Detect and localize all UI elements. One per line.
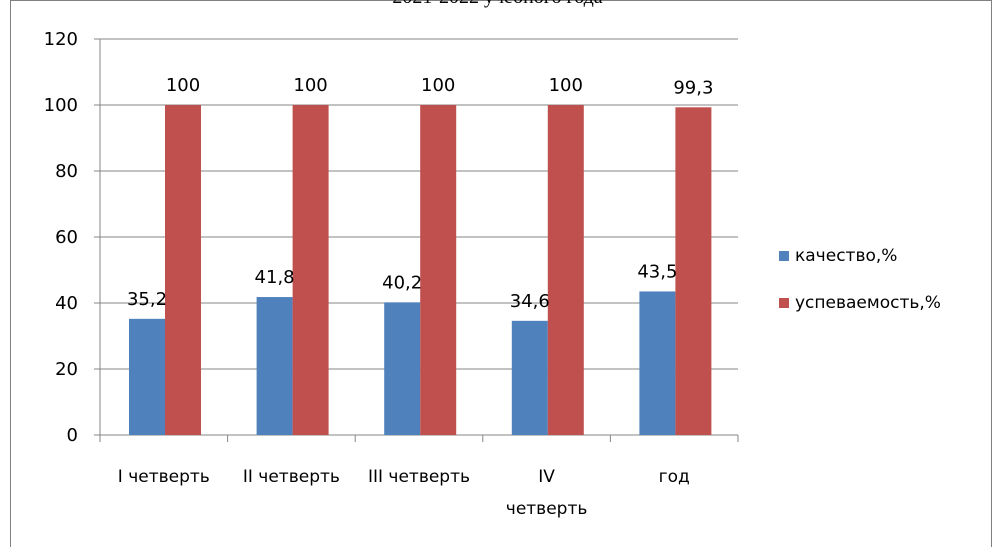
data-label: 41,8 bbox=[255, 267, 295, 288]
y-tick-label: 20 bbox=[55, 359, 78, 380]
chart-frame bbox=[10, 0, 992, 547]
legend-label: успеваемость,% bbox=[795, 293, 941, 313]
x-axis: I четверть II четверть III четверть IV четве… bbox=[99, 434, 739, 519]
x-tick-label: II четверть bbox=[243, 467, 340, 487]
bar-progress bbox=[292, 105, 329, 435]
legend-swatch bbox=[779, 251, 789, 261]
bar-quality bbox=[129, 318, 165, 435]
bar-progress bbox=[165, 105, 201, 435]
x-tick-label: год bbox=[659, 467, 690, 487]
y-tick-label: 60 bbox=[55, 227, 78, 248]
y-tick-label: 0 bbox=[67, 425, 78, 446]
legend: качество,% успеваемость,% bbox=[779, 246, 941, 313]
gridlines bbox=[100, 38, 738, 370]
data-label: 43,5 bbox=[637, 261, 677, 282]
data-label: 100 bbox=[421, 75, 455, 96]
y-tick-label: 120 bbox=[44, 29, 78, 50]
x-tick-label: I четверть bbox=[118, 467, 210, 487]
chart-title: 2021-2022 учебного года bbox=[0, 0, 995, 9]
bar-progress bbox=[420, 105, 457, 435]
bar-quality bbox=[639, 291, 676, 435]
data-label: 100 bbox=[549, 75, 583, 96]
data-label: 100 bbox=[293, 75, 327, 96]
bar-progress bbox=[547, 105, 584, 435]
x-tick-label: четверть bbox=[506, 499, 588, 519]
bar-progress bbox=[675, 107, 712, 435]
bar-quality bbox=[256, 297, 293, 435]
bar-quality bbox=[384, 302, 421, 435]
x-tick-label: III четверть bbox=[368, 467, 470, 487]
data-label: 40,2 bbox=[382, 272, 422, 293]
data-label: 35,2 bbox=[127, 289, 167, 310]
x-tick-label: IV bbox=[538, 467, 555, 487]
y-tick-label: 40 bbox=[55, 293, 78, 314]
data-label: 34,6 bbox=[510, 291, 550, 312]
data-label: 99,3 bbox=[673, 77, 713, 98]
data-labels: 35,2 100 41,8 100 40,2 100 34,6 100 43,5 99,3 bbox=[127, 75, 713, 312]
y-tick-label: 100 bbox=[44, 95, 78, 116]
bars bbox=[129, 105, 712, 435]
legend-swatch bbox=[779, 298, 789, 308]
bar-quality bbox=[511, 320, 548, 435]
y-axis: 0 20 40 60 80 100 120 bbox=[44, 29, 101, 446]
data-label: 100 bbox=[166, 75, 200, 96]
legend-label: качество,% bbox=[795, 246, 897, 266]
y-tick-label: 80 bbox=[55, 161, 78, 182]
